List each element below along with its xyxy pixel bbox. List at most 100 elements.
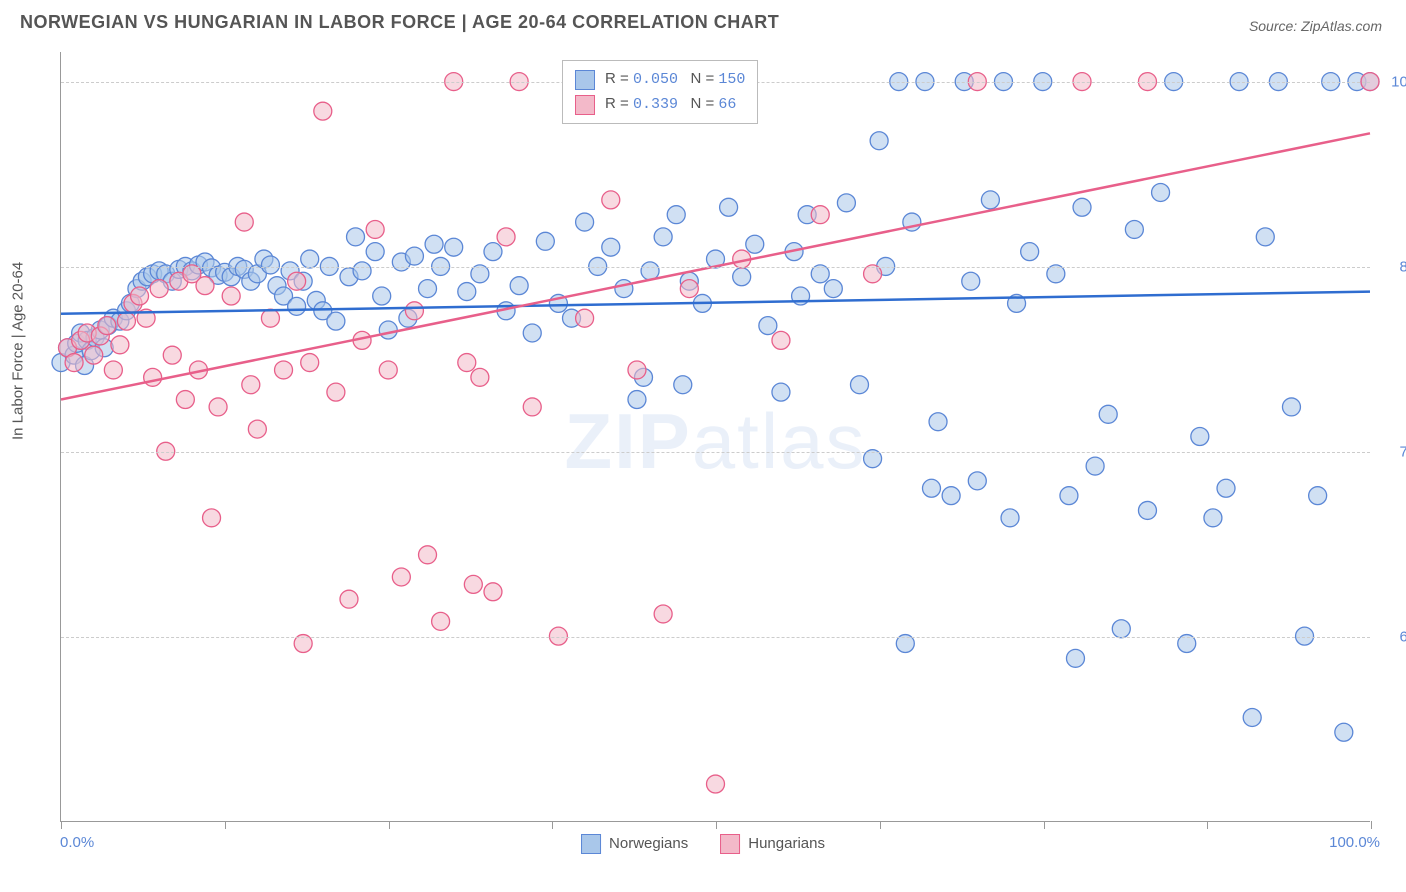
scatter-point <box>654 228 672 246</box>
scatter-point <box>576 309 594 327</box>
scatter-point <box>811 206 829 224</box>
x-axis-min-label: 0.0% <box>60 834 94 851</box>
scatter-point <box>117 312 135 330</box>
scatter-point <box>392 568 410 586</box>
chart-title: NORWEGIAN VS HUNGARIAN IN LABOR FORCE | … <box>20 12 779 33</box>
scatter-point <box>65 354 83 372</box>
plot-area: ZIPatlas 62.5%75.0%87.5%100.0% <box>60 52 1370 822</box>
scatter-point <box>628 391 646 409</box>
scatter-point <box>674 376 692 394</box>
scatter-point <box>772 383 790 401</box>
scatter-point <box>196 277 214 295</box>
scatter-point <box>379 361 397 379</box>
scatter-point <box>510 277 528 295</box>
scatter-point <box>347 228 365 246</box>
scatter-point <box>144 368 162 386</box>
scatter-point <box>1217 479 1235 497</box>
scatter-point <box>837 194 855 212</box>
scatter-point <box>641 262 659 280</box>
scatter-point <box>1001 509 1019 527</box>
scatter-point <box>602 238 620 256</box>
scatter-point <box>1021 243 1039 261</box>
scatter-point <box>1243 708 1261 726</box>
x-tick <box>1044 821 1045 829</box>
scatter-point <box>707 775 725 793</box>
chart-svg <box>61 52 1370 821</box>
scatter-point <box>850 376 868 394</box>
x-tick <box>1371 821 1372 829</box>
y-axis-title: In Labor Force | Age 20-64 <box>10 262 27 440</box>
x-tick <box>1207 821 1208 829</box>
scatter-point <box>405 302 423 320</box>
scatter-point <box>445 238 463 256</box>
scatter-point <box>1204 509 1222 527</box>
scatter-point <box>484 243 502 261</box>
x-axis-max-label: 100.0% <box>1329 834 1380 851</box>
scatter-point <box>1309 487 1327 505</box>
scatter-point <box>163 346 181 364</box>
legend-swatch <box>581 834 601 854</box>
scatter-point <box>1335 723 1353 741</box>
scatter-point <box>759 317 777 335</box>
scatter-point <box>288 272 306 290</box>
scatter-point <box>968 472 986 490</box>
scatter-point <box>288 297 306 315</box>
scatter-point <box>373 287 391 305</box>
scatter-point <box>667 206 685 224</box>
stats-row: R = 0.339 N = 66 <box>575 92 745 117</box>
scatter-point <box>209 398 227 416</box>
gridline <box>61 452 1370 453</box>
scatter-point <box>471 368 489 386</box>
scatter-point <box>104 361 122 379</box>
scatter-point <box>942 487 960 505</box>
stats-text: R = 0.050 N = 150 <box>605 67 745 92</box>
scatter-point <box>523 398 541 416</box>
x-tick <box>61 821 62 829</box>
scatter-point <box>150 280 168 298</box>
scatter-point <box>98 317 116 335</box>
scatter-point <box>261 256 279 274</box>
scatter-point <box>222 287 240 305</box>
scatter-point <box>366 243 384 261</box>
y-tick-label: 62.5% <box>1399 628 1406 645</box>
scatter-point <box>733 268 751 286</box>
scatter-point <box>680 280 698 298</box>
legend-item: Hungarians <box>720 834 825 854</box>
scatter-point <box>1073 198 1091 216</box>
scatter-point <box>1099 405 1117 423</box>
scatter-point <box>1282 398 1300 416</box>
scatter-point <box>1086 457 1104 475</box>
scatter-point <box>497 228 515 246</box>
scatter-point <box>1112 620 1130 638</box>
scatter-point <box>419 546 437 564</box>
scatter-point <box>1066 649 1084 667</box>
scatter-point <box>366 220 384 238</box>
scatter-point <box>962 272 980 290</box>
x-tick <box>389 821 390 829</box>
source-attribution: Source: ZipAtlas.com <box>1249 18 1382 34</box>
scatter-point <box>301 354 319 372</box>
scatter-point <box>314 102 332 120</box>
scatter-point <box>654 605 672 623</box>
gridline <box>61 267 1370 268</box>
legend-swatch <box>720 834 740 854</box>
scatter-point <box>458 283 476 301</box>
stats-text: R = 0.339 N = 66 <box>605 92 736 117</box>
scatter-point <box>615 280 633 298</box>
scatter-point <box>405 247 423 265</box>
scatter-point <box>248 420 266 438</box>
legend-label: Hungarians <box>748 835 825 852</box>
scatter-point <box>1138 501 1156 519</box>
scatter-point <box>1125 220 1143 238</box>
scatter-point <box>425 235 443 253</box>
scatter-point <box>772 331 790 349</box>
scatter-point <box>327 312 345 330</box>
scatter-point <box>379 321 397 339</box>
scatter-point <box>176 391 194 409</box>
scatter-point <box>353 262 371 280</box>
y-tick-label: 75.0% <box>1399 443 1406 460</box>
scatter-point <box>746 235 764 253</box>
scatter-point <box>929 413 947 431</box>
scatter-point <box>432 612 450 630</box>
x-tick <box>880 821 881 829</box>
